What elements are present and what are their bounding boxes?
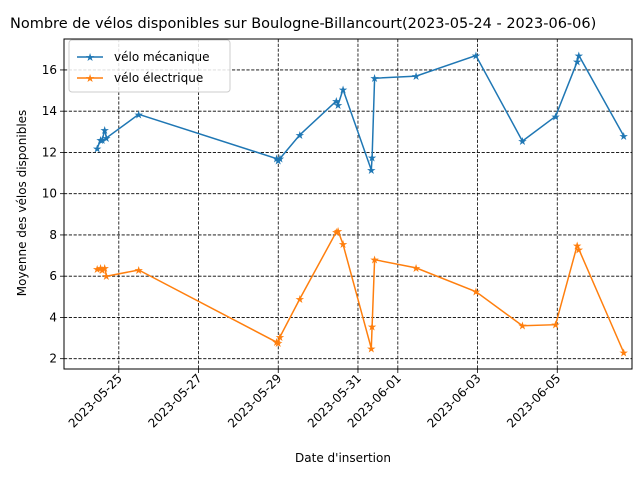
data-point: ★: [338, 238, 348, 251]
data-point: ★: [96, 134, 106, 147]
data-point: ★: [338, 84, 348, 97]
y-tick-label: 4: [49, 310, 57, 324]
legend-label-mecanique: vélo mécanique: [114, 50, 210, 64]
data-point: ★: [517, 320, 527, 333]
data-point: ★: [134, 108, 144, 121]
data-point: ★: [517, 135, 527, 148]
data-point: ★: [96, 262, 106, 275]
data-point: ★: [471, 50, 481, 63]
data-point: ★: [333, 225, 343, 238]
data-point: ★: [619, 130, 629, 143]
data-point: ★: [295, 293, 305, 306]
data-point: ★: [619, 347, 629, 360]
data-point: ★: [572, 56, 582, 69]
y-tick-label: 8: [49, 228, 57, 242]
data-point: ★: [275, 331, 285, 344]
y-tick-label: 14: [42, 104, 57, 118]
data-point: ★: [331, 226, 341, 239]
data-point: ★: [275, 153, 285, 166]
y-tick-label: 16: [42, 63, 57, 77]
x-tick-label: 2023-05-29: [225, 371, 284, 430]
data-point: ★: [134, 264, 144, 277]
data-point: ★: [370, 254, 380, 267]
x-axis-label: Date d'insertion: [295, 451, 391, 465]
series-line-0: [96, 53, 625, 171]
y-axis-label: Moyenne des vélos disponibles: [15, 110, 29, 297]
data-point: ★: [273, 155, 283, 168]
data-point: ★: [272, 336, 282, 349]
data-point: ★: [367, 152, 377, 165]
data-point: ★: [97, 264, 107, 277]
data-point: ★: [295, 129, 305, 142]
legend: ★ vélo mécanique ★ vélo électrique: [68, 39, 231, 93]
series-layer: ★★★★★★★★★★★★★★★★ ★★★★★★★★★★★★ ★★★★★★★★★★★★…: [92, 50, 628, 360]
data-point: ★: [101, 270, 111, 283]
legend-marker-mecanique: ★: [85, 51, 95, 64]
data-point: ★: [366, 164, 376, 177]
y-tick-label: 6: [49, 269, 57, 283]
x-tick-label: 2023-06-03: [424, 371, 483, 430]
data-point: ★: [272, 153, 282, 166]
data-point: ★: [367, 321, 377, 334]
x-tick-label: 2023-05-27: [145, 371, 204, 430]
data-point: ★: [574, 243, 584, 256]
data-point: ★: [331, 95, 341, 108]
axis-ticks: 2 4 6 8 10 12 14 16 2023-05-25 2023-05-27 2023-05-…: [42, 63, 564, 431]
data-point: ★: [100, 124, 110, 137]
data-point: ★: [551, 110, 561, 123]
legend-marker-electrique: ★: [85, 72, 95, 85]
chart-title: Nombre de vélos disponibles sur Boulogne…: [10, 16, 596, 32]
data-point: ★: [411, 262, 421, 275]
series-line-1: [96, 229, 625, 353]
data-point: ★: [370, 72, 380, 85]
data-point: ★: [273, 337, 283, 350]
data-point: ★: [471, 286, 481, 299]
data-point: ★: [92, 263, 102, 276]
data-point: ★: [411, 70, 421, 83]
data-point: ★: [333, 99, 343, 112]
legend-label-electrique: vélo électrique: [114, 71, 203, 85]
y-tick-label: 2: [49, 352, 57, 366]
data-point: ★: [92, 142, 102, 155]
data-point: ★: [366, 342, 376, 355]
x-tick-label: 2023-06-05: [504, 371, 563, 430]
data-point: ★: [551, 319, 561, 332]
y-tick-label: 10: [42, 187, 57, 201]
data-point: ★: [572, 239, 582, 252]
data-point: ★: [100, 262, 110, 275]
grid: [64, 39, 632, 369]
data-point: ★: [101, 132, 111, 145]
y-tick-label: 12: [42, 145, 57, 159]
x-tick-label: 2023-05-25: [66, 371, 125, 430]
data-point: ★: [97, 134, 107, 147]
legend-box: [68, 39, 231, 93]
data-point: ★: [574, 50, 584, 63]
plot-frame: [63, 38, 633, 370]
